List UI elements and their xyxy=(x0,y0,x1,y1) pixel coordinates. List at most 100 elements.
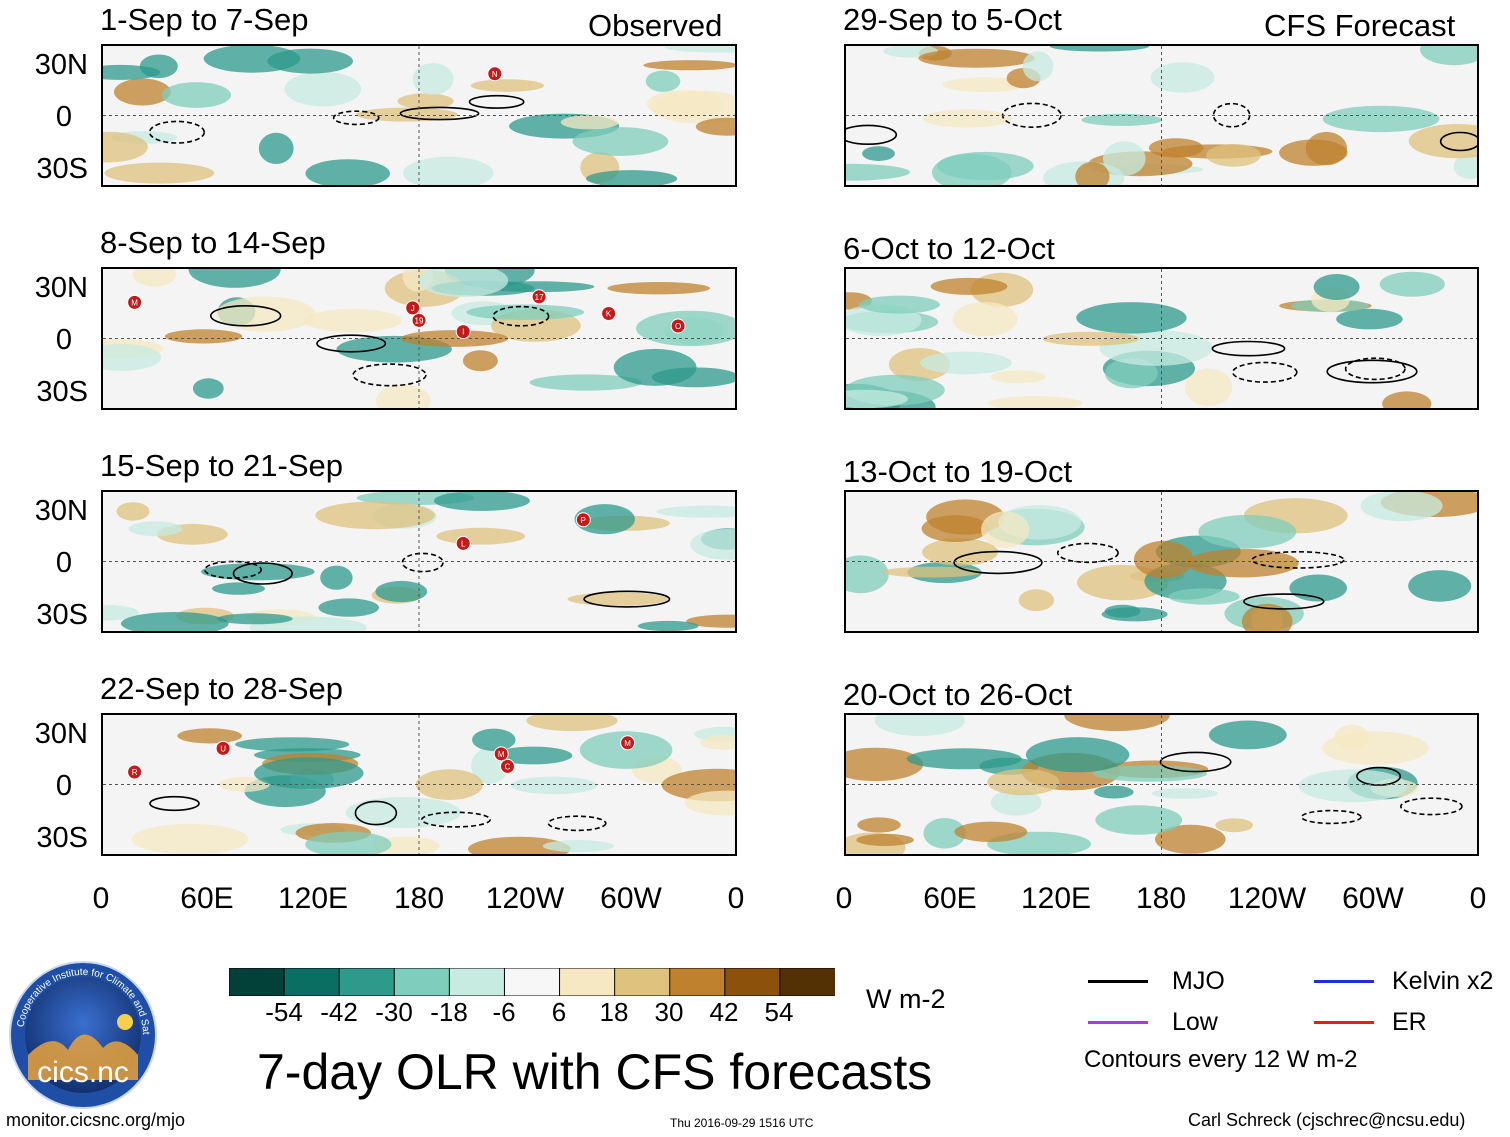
svg-text:C: C xyxy=(505,762,511,771)
olr-anomaly-blob xyxy=(235,737,350,752)
olr-anomaly-blob xyxy=(1241,603,1293,631)
mjo-contour xyxy=(1439,131,1477,152)
olr-anomaly-blob xyxy=(560,115,619,130)
olr-anomaly-blob xyxy=(1360,492,1443,522)
panel-title-left-3: 15-Sep to 21-Sep xyxy=(100,448,344,483)
olr-anomaly-blob xyxy=(690,529,735,560)
lon-label: 60E xyxy=(923,882,977,915)
colorbar-tick: 6 xyxy=(551,997,567,1027)
lon-label: 120W xyxy=(485,882,565,915)
olr-anomaly-blob xyxy=(1105,358,1158,389)
olr-anomaly-blob xyxy=(177,728,242,744)
storm-marker: 17 xyxy=(531,289,547,305)
map-field xyxy=(846,715,1477,854)
mjo-contour xyxy=(547,815,607,832)
olr-anomaly-blob xyxy=(684,790,735,816)
logo-ring-text: Cooperative Institute for Climate and Sa… xyxy=(8,960,151,1035)
olr-anomaly-blob xyxy=(1408,570,1472,602)
colorbar-swatch xyxy=(669,968,726,996)
olr-anomaly-blob xyxy=(952,302,1018,337)
olr-anomaly-blob xyxy=(468,836,571,854)
lat-label: 0 xyxy=(55,101,72,133)
footer-url[interactable]: monitor.cicsnc.org/mjo xyxy=(6,1110,186,1130)
mjo-contour xyxy=(1356,766,1402,786)
mjo-contour xyxy=(399,106,480,121)
colorbar-tick: -18 xyxy=(430,997,468,1027)
logo-text: cics.nc xyxy=(37,1056,129,1089)
cfs-forecast-label: CFS Forecast xyxy=(1264,8,1456,43)
svg-text:K: K xyxy=(606,310,612,319)
colorbar-tick: 42 xyxy=(709,997,739,1027)
olr-anomaly-blob xyxy=(954,821,1028,842)
mjo-contour xyxy=(583,590,671,608)
lon-label: 60W xyxy=(600,882,662,915)
olr-anomaly-blob xyxy=(987,768,1060,796)
storm-marker: R xyxy=(127,764,143,780)
colorbar-tick: 30 xyxy=(654,997,684,1027)
panel-title-right-4: 20-Oct to 26-Oct xyxy=(843,677,1073,712)
lon-label: 0 xyxy=(835,882,853,915)
olr-anomaly-blob xyxy=(1148,138,1204,158)
panel-title-right-1: 29-Sep to 5-Oct xyxy=(843,2,1062,37)
lon-label: 120W xyxy=(1227,882,1307,915)
olr-anomaly-blob xyxy=(466,304,585,320)
olr-anomaly-blob xyxy=(645,70,681,92)
lon-label: 60E xyxy=(180,882,234,915)
olr-anomaly-blob xyxy=(846,747,924,782)
svg-text:R: R xyxy=(132,768,138,777)
olr-anomaly-blob xyxy=(1076,302,1187,334)
lat-label: 30S xyxy=(36,822,88,854)
svg-text:19: 19 xyxy=(415,316,424,325)
mjo-contour xyxy=(232,562,293,585)
lat-label: 0 xyxy=(55,324,72,356)
lat-label: 30S xyxy=(36,376,88,408)
olr-anomaly-blob xyxy=(188,269,281,288)
mjo-contour xyxy=(420,811,491,828)
mjo-contour xyxy=(1211,340,1286,357)
cics-logo: Cooperative Institute for Climate and Sa… xyxy=(8,960,158,1110)
olr-anomaly-blob xyxy=(103,64,161,80)
olr-anomaly-blob xyxy=(161,82,231,108)
olr-anomaly-blob xyxy=(643,60,735,71)
mjo-contour xyxy=(316,334,387,353)
olr-anomaly-blob xyxy=(397,93,454,110)
panel-title-left-2: 8-Sep to 14-Sep xyxy=(100,225,326,260)
olr-anomaly-blob xyxy=(1313,274,1360,300)
olr-anomaly-blob xyxy=(607,282,710,295)
olr-anomaly-blob xyxy=(574,504,635,535)
olr-anomaly-blob xyxy=(356,107,458,122)
map-panel-right-1 xyxy=(844,44,1479,187)
lat-label: 30N xyxy=(34,495,88,527)
er-line-swatch xyxy=(1314,1021,1374,1024)
mjo-contour xyxy=(492,305,550,327)
svg-text:M: M xyxy=(498,750,505,759)
mjo-contour xyxy=(1231,361,1298,383)
lon-label: 180 xyxy=(1135,882,1187,915)
olr-anomaly-blob xyxy=(116,502,150,521)
lat-label: 30S xyxy=(36,153,88,185)
olr-anomaly-blob xyxy=(114,78,171,106)
lon-label: 0 xyxy=(92,882,110,915)
logo-globe-icon xyxy=(9,961,157,1109)
map-field xyxy=(846,492,1477,631)
storm-marker: L xyxy=(455,535,471,551)
olr-anomaly-blob xyxy=(284,71,362,107)
colorbar-tick: -30 xyxy=(375,997,413,1027)
mjo-contour xyxy=(1344,357,1406,381)
olr-anomaly-blob xyxy=(1095,805,1183,835)
olr-anomaly-blob xyxy=(1322,105,1440,133)
olr-anomaly-blob xyxy=(412,63,454,95)
main-title: 7-day OLR with CFS forecasts xyxy=(257,1044,933,1100)
olr-anomaly-blob xyxy=(1101,607,1168,622)
olr-anomaly-blob xyxy=(526,715,618,732)
mjo-line-swatch xyxy=(1088,980,1148,983)
olr-anomaly-blob xyxy=(315,501,435,530)
olr-anomaly-blob xyxy=(542,840,614,853)
lat-label: 30N xyxy=(34,718,88,750)
colorbar-swatch xyxy=(393,968,451,996)
olr-anomaly-blob xyxy=(1155,824,1226,854)
olr-anomaly-blob xyxy=(1420,46,1477,66)
olr-anomaly-blob xyxy=(510,776,598,795)
